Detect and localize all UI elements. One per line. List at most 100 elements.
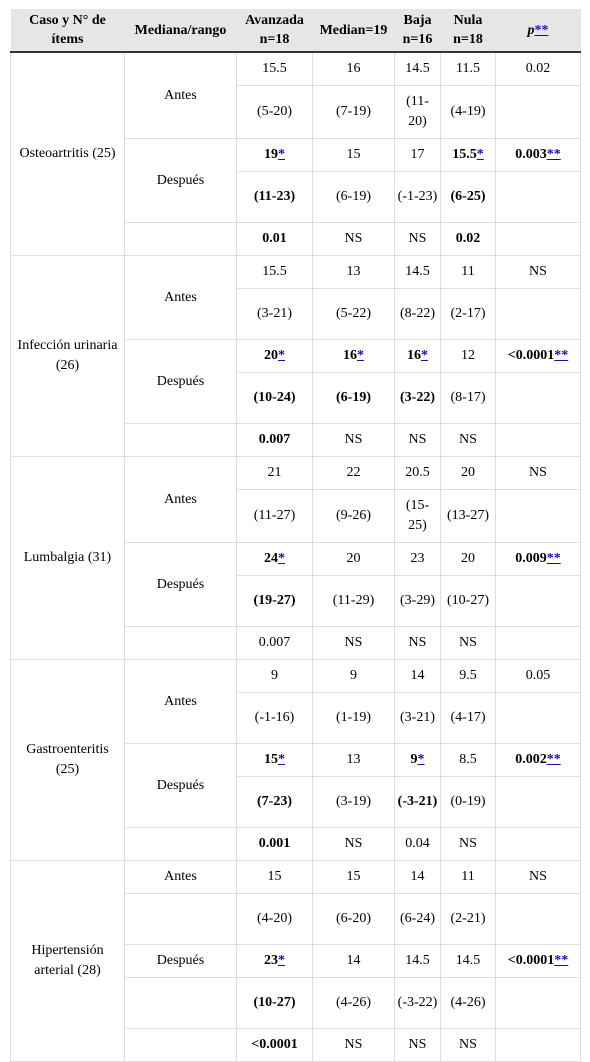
value-cell: <0.0001** (495, 944, 581, 978)
stage-text: Antes (164, 693, 197, 709)
value-cell: 11 (440, 255, 496, 289)
footnote-link[interactable]: ** (554, 953, 569, 968)
value-cell: (3-22) (394, 372, 441, 424)
value-cell (495, 626, 581, 660)
table-row: (7-23) (3-19) (-3-21) (0-19) (11, 776, 581, 828)
value-cell: (13-27) (440, 489, 496, 543)
bold: * (278, 953, 285, 968)
footnote-link[interactable]: * (278, 348, 285, 363)
footnote-link[interactable]: * (421, 348, 428, 363)
cell-text: (15-25) (405, 498, 430, 533)
table-row: (10-24) (6-19) (3-22) (8-17) (11, 372, 581, 424)
value-cell: (3-19) (312, 776, 395, 828)
cell-text: NS (408, 231, 427, 246)
cell-text: (8-22) (400, 306, 435, 321)
stage-text: Después (156, 373, 205, 389)
value-cell: (3-21) (394, 692, 441, 744)
cell-text: 15 (267, 869, 282, 884)
value-cell: (11-29) (312, 575, 395, 627)
value-cell: (4-19) (440, 85, 496, 139)
footnote-link[interactable]: * (476, 147, 484, 162)
value-cell (495, 85, 581, 139)
cell-text: NS (344, 231, 363, 246)
bold: 15.5 (452, 147, 477, 162)
footnote-link[interactable]: ** (534, 22, 549, 38)
footnote-link[interactable]: * (278, 551, 285, 566)
value-cell: (8-17) (440, 372, 496, 424)
value-cell: (4-20) (236, 893, 313, 945)
value-cell: NS (440, 827, 496, 861)
bold: * (418, 752, 425, 767)
footnote-link[interactable]: * (417, 752, 425, 767)
value-cell: 0.001 (236, 827, 313, 861)
cell-text: 23 (264, 953, 278, 968)
value-cell (495, 692, 581, 744)
bold: * (278, 551, 285, 566)
cell-text: 14.5 (405, 61, 430, 76)
value-cell: 17 (394, 138, 441, 172)
value-cell: NS (394, 1028, 441, 1062)
value-cell: 15.5 (236, 51, 313, 86)
value-cell: 13 (312, 255, 395, 289)
cell-text: 22 (346, 465, 361, 480)
value-cell: 0.002** (495, 743, 581, 777)
footnote-link[interactable]: * (357, 348, 364, 363)
cell-text: NS (344, 432, 363, 447)
header-cell: Mediana/rango (124, 9, 237, 53)
table-row: Gastroenteritis (25) Antes 9 9 14 9.5 0.05 (10, 659, 581, 861)
cell-text: NS (459, 836, 477, 851)
value-cell: NS (440, 423, 496, 457)
footnote-link[interactable]: * (278, 147, 285, 162)
bold: ** (547, 147, 561, 162)
cell-text: 17 (410, 147, 425, 162)
cell-text: 14.5 (405, 953, 430, 968)
header-cell: Caso y N° de ítems (10, 9, 125, 53)
value-cell (495, 372, 581, 424)
footnote-link[interactable]: * (278, 953, 285, 968)
table-row: (4-20) (6-20) (6-24) (2-21) (11, 893, 581, 945)
bold: (10-24) (254, 390, 296, 405)
value-cell: (0-19) (440, 776, 496, 828)
cell-text: NS (344, 836, 363, 851)
cell-text: 0.001 (258, 836, 291, 851)
cell-text: (2-21) (450, 911, 486, 926)
stage-cell: Después (124, 542, 237, 627)
cell-text: (-1-16) (254, 710, 295, 725)
value-cell: (5-22) (312, 288, 395, 340)
value-cell: 9* (394, 743, 441, 777)
value-cell: (11-27) (236, 489, 313, 543)
value-cell: 12 (440, 339, 496, 373)
footnote-link[interactable]: ** (546, 752, 561, 767)
cell-text: (11-20) (406, 94, 429, 129)
bold: <0.0001 (508, 953, 554, 968)
value-cell: 0.007 (236, 423, 313, 457)
footnote-link[interactable]: ** (554, 348, 569, 363)
cell-text: NS (459, 1037, 477, 1052)
case-text: Gastroenteritis (25) (26, 742, 109, 777)
value-cell: 0.02 (495, 51, 581, 86)
cell-text: NS (344, 635, 363, 650)
value-cell: NS (440, 626, 496, 660)
value-cell: 14.5 (394, 255, 441, 289)
value-cell: 14.5 (394, 51, 441, 86)
bold: 16 (407, 348, 421, 363)
value-cell: 20* (236, 339, 313, 373)
cell-text: 14 (346, 953, 361, 968)
cell-text: (5-20) (257, 104, 292, 119)
value-cell: 8.5 (440, 743, 496, 777)
value-cell: (4-26) (440, 977, 496, 1029)
cell-text: (1-19) (336, 710, 371, 725)
cell-text: 20.5 (405, 465, 430, 480)
footnote-link[interactable]: ** (546, 551, 561, 566)
cell-text: 15.5 (452, 147, 477, 162)
cell-text: Mediana/rango (134, 22, 227, 38)
footnote-link[interactable]: * (278, 752, 285, 767)
cell-text: NS (529, 264, 547, 279)
stage-text: Antes (164, 87, 197, 103)
footnote-link[interactable]: ** (546, 147, 561, 162)
cell-text: 0.009 (515, 551, 547, 566)
table-row: Infección urinaria (26) Antes 15.5 13 14.5 11… (10, 255, 581, 457)
cell-text: 11.5 (456, 61, 480, 76)
bold: (3-22) (400, 390, 435, 405)
value-cell: 0.05 (495, 659, 581, 693)
